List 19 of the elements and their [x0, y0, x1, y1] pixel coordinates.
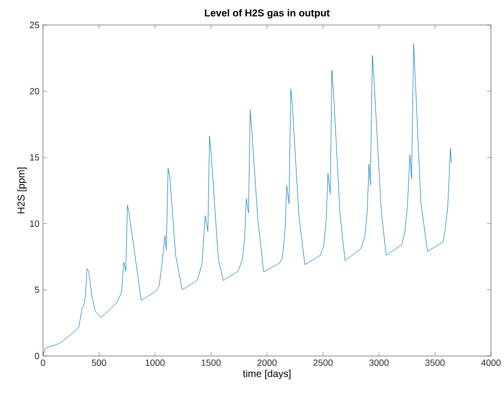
- line-series: [43, 43, 452, 356]
- x-tick-label: 3000: [369, 360, 389, 366]
- y-tick-label: 10: [30, 220, 40, 227]
- x-tick-label: 0: [40, 360, 46, 366]
- chart-title: Level of H2S gas in output: [204, 9, 330, 18]
- x-tick-label: 3500: [425, 360, 445, 366]
- x-tick-label: 500: [92, 360, 106, 366]
- x-tick-label: 4000: [481, 360, 501, 366]
- x-tick-label: 1000: [146, 360, 165, 366]
- x-tick-label: 2500: [313, 360, 333, 366]
- y-tick-label: 20: [30, 88, 40, 94]
- y-tick-label: 15: [30, 154, 40, 161]
- x-tick-label: 2000: [257, 360, 277, 366]
- x-tick-label: 1500: [202, 360, 221, 366]
- y-tick-label: 5: [34, 286, 40, 293]
- x-axis-title: time [days]: [242, 370, 290, 380]
- y-tick-label: 0: [34, 352, 40, 360]
- y-axis-title: H2S [ppm]: [17, 168, 27, 214]
- y-tick-label: 25: [30, 22, 40, 28]
